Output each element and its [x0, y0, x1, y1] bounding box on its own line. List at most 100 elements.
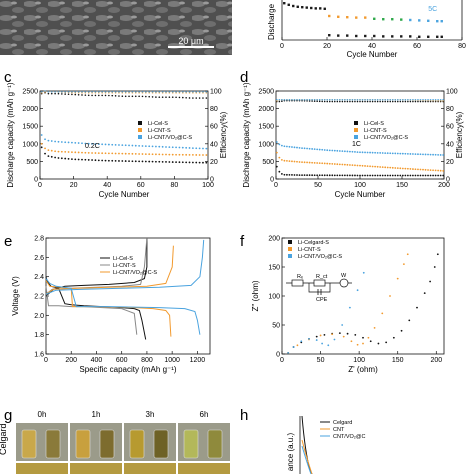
data-point: [346, 16, 349, 19]
efficiency-point: [303, 99, 306, 101]
data-point: [440, 20, 443, 23]
capacity-point: [349, 164, 351, 166]
capacity-point: [104, 143, 107, 146]
capacity-point: [374, 165, 377, 168]
capacity-point: [379, 174, 382, 177]
x-tick-label: 200: [430, 357, 442, 364]
impedance-point: [342, 335, 345, 338]
legend-swatch: [288, 254, 292, 258]
capacity-point: [168, 146, 171, 149]
capacity-point: [356, 174, 359, 177]
efficiency-point: [409, 99, 412, 101]
capacity-point: [144, 153, 147, 156]
efficiency-point: [364, 100, 366, 103]
capacity-point: [118, 160, 120, 162]
legend-label: Li-CNT-S: [148, 128, 171, 134]
capacity-point: [40, 134, 43, 136]
y-tick-label: 2.0: [34, 313, 44, 320]
efficiency-point: [182, 91, 184, 93]
efficiency-point: [134, 91, 137, 93]
impedance-point: [385, 341, 388, 344]
efficiency-point: [74, 91, 77, 93]
efficiency-point: [148, 95, 150, 98]
capacity-point: [60, 150, 63, 153]
capacity-point: [124, 152, 127, 155]
capacity-point: [369, 174, 371, 177]
efficiency-point: [104, 91, 107, 93]
capacity-point: [306, 161, 308, 164]
capacity-point: [81, 142, 83, 145]
efficiency-point: [321, 100, 324, 103]
charge-curve: [45, 239, 205, 295]
efficiency-point: [429, 99, 432, 101]
capacity-point: [57, 157, 60, 159]
capacity-point: [331, 162, 334, 165]
capacity-point: [121, 144, 124, 147]
y-tick-label: 2000: [22, 106, 38, 113]
capacity-point: [291, 174, 293, 176]
capacity-point: [326, 149, 329, 152]
efficiency-point: [323, 100, 326, 103]
efficiency-point: [175, 96, 177, 99]
impedance-point: [406, 253, 409, 256]
x-tick-label: 80: [171, 182, 179, 189]
efficiency-point: [84, 91, 87, 93]
capacity-point: [94, 159, 97, 162]
capacity-point: [442, 154, 445, 156]
capacity-point: [71, 141, 73, 144]
efficiency-point: [128, 91, 130, 93]
efficiency-point: [402, 100, 404, 103]
x-tick-label: 60: [137, 182, 145, 189]
efficiency-point: [124, 95, 127, 98]
y-axis-label: Voltage (V): [11, 276, 20, 316]
efficiency-point: [346, 99, 349, 101]
capacity-point: [429, 153, 432, 156]
capacity-point: [349, 150, 351, 153]
capacity-point: [404, 174, 407, 177]
efficiency-point: [356, 99, 359, 101]
legend-swatch: [138, 121, 142, 125]
efficiency-point: [434, 99, 437, 101]
capacity-point: [414, 174, 417, 177]
efficiency-point: [351, 100, 354, 103]
impedance-point: [400, 329, 403, 332]
efficiency-point: [419, 99, 422, 101]
y-tick-label: 2.8: [34, 236, 44, 243]
capacity-point: [54, 140, 57, 143]
impedance-point: [350, 340, 353, 343]
capacity-point: [389, 152, 392, 155]
efficiency-point: [155, 96, 157, 98]
capacity-point: [175, 161, 177, 164]
efficiency-point: [336, 99, 339, 101]
impedance-point: [323, 333, 326, 336]
capacity-point: [296, 174, 298, 176]
capacity-point: [293, 160, 296, 163]
data-point: [409, 35, 412, 38]
efficiency-point: [291, 99, 293, 101]
capacity-point: [71, 151, 73, 154]
efficiency-point: [171, 96, 174, 98]
capacity-point: [384, 152, 387, 154]
efficiency-point: [40, 91, 43, 93]
capacity-point: [323, 162, 326, 165]
efficiency-point: [141, 95, 144, 98]
efficiency-point: [165, 91, 167, 93]
capacity-point: [141, 145, 144, 147]
capacity-point: [432, 153, 434, 156]
capacity-point: [161, 153, 164, 156]
data-point: [418, 19, 421, 22]
capacity-point: [168, 161, 171, 163]
capacity-point: [155, 160, 157, 163]
capacity-point: [275, 141, 278, 143]
x-tick-label: 100: [202, 182, 214, 189]
efficiency-point: [61, 91, 63, 93]
capacity-point: [77, 142, 80, 144]
panel-letter-d: d: [240, 69, 248, 86]
capacity-point: [389, 166, 392, 169]
efficiency-point: [424, 100, 427, 103]
y-right-tick-label: 20: [446, 159, 454, 166]
capacity-point: [406, 167, 409, 170]
data-point: [427, 35, 430, 38]
efficiency-point: [198, 91, 201, 93]
efficiency-point: [198, 97, 201, 99]
